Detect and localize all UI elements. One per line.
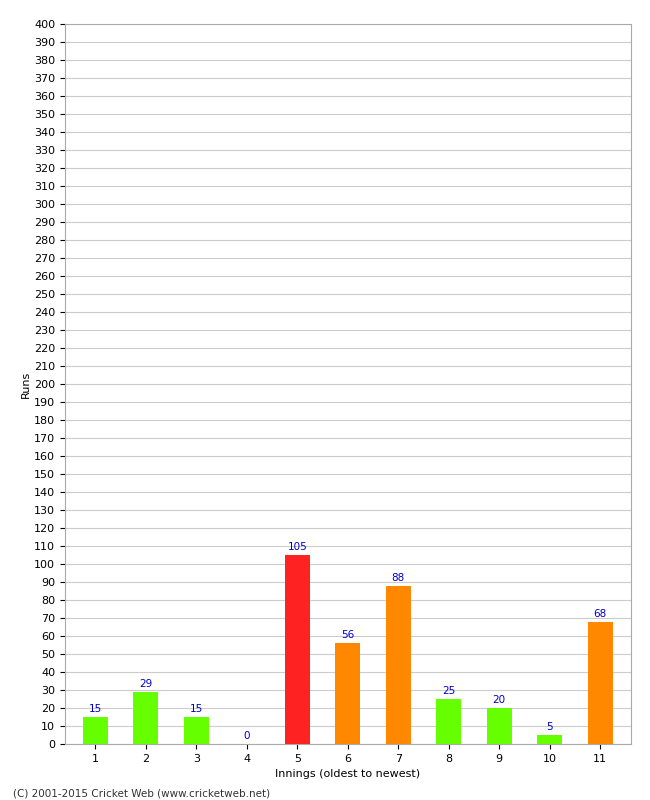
Bar bbox=[285, 555, 310, 744]
Bar bbox=[436, 699, 462, 744]
Bar bbox=[487, 708, 512, 744]
Text: 88: 88 bbox=[391, 573, 405, 583]
Text: 56: 56 bbox=[341, 630, 354, 641]
Bar bbox=[385, 586, 411, 744]
Text: 25: 25 bbox=[442, 686, 456, 696]
Text: 0: 0 bbox=[244, 731, 250, 742]
Text: 15: 15 bbox=[190, 704, 203, 714]
Bar bbox=[83, 717, 108, 744]
Text: 68: 68 bbox=[593, 609, 607, 619]
Y-axis label: Runs: Runs bbox=[21, 370, 31, 398]
Bar bbox=[184, 717, 209, 744]
Text: 105: 105 bbox=[287, 542, 307, 552]
Bar bbox=[588, 622, 613, 744]
Text: 20: 20 bbox=[493, 695, 506, 706]
Bar bbox=[335, 643, 360, 744]
Text: 29: 29 bbox=[139, 679, 152, 689]
Bar bbox=[537, 735, 562, 744]
Text: 15: 15 bbox=[88, 704, 102, 714]
Text: (C) 2001-2015 Cricket Web (www.cricketweb.net): (C) 2001-2015 Cricket Web (www.cricketwe… bbox=[13, 788, 270, 798]
Bar bbox=[133, 692, 159, 744]
Text: 5: 5 bbox=[547, 722, 553, 732]
X-axis label: Innings (oldest to newest): Innings (oldest to newest) bbox=[275, 770, 421, 779]
